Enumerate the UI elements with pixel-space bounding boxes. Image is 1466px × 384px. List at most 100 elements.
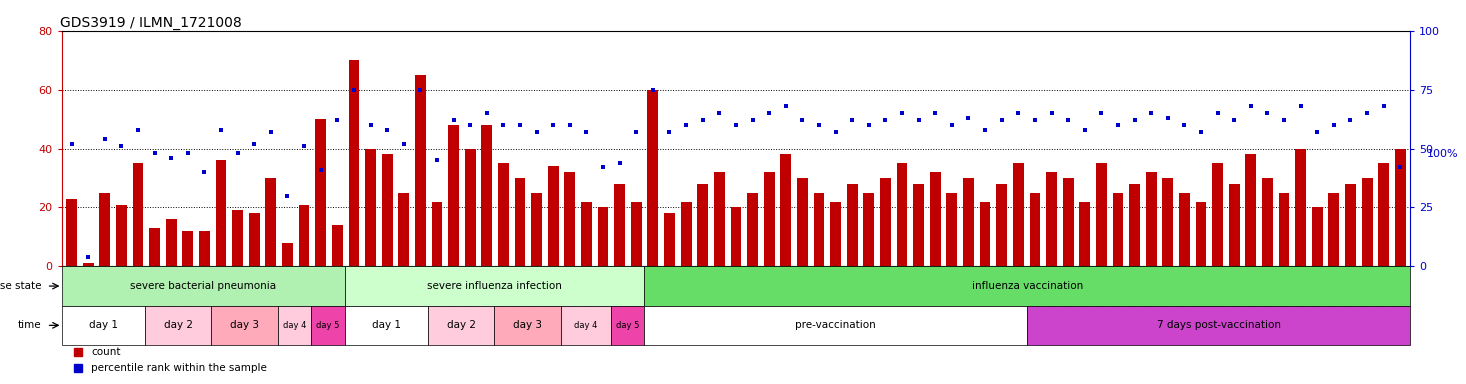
Point bbox=[210, 127, 233, 133]
Point bbox=[525, 129, 548, 135]
Bar bbox=[1079, 202, 1091, 266]
Point bbox=[1289, 103, 1312, 109]
Bar bbox=[611, 306, 645, 345]
Bar bbox=[1063, 178, 1073, 266]
Point bbox=[740, 117, 764, 123]
Bar bbox=[913, 184, 924, 266]
Bar bbox=[1113, 193, 1123, 266]
Bar bbox=[648, 89, 658, 266]
Bar bbox=[548, 166, 559, 266]
Point bbox=[391, 141, 415, 147]
Point bbox=[1207, 110, 1230, 116]
Bar bbox=[281, 243, 293, 266]
Point bbox=[890, 110, 913, 116]
Bar bbox=[399, 193, 409, 266]
Text: day 1: day 1 bbox=[89, 320, 117, 330]
Point bbox=[625, 129, 648, 135]
Point bbox=[441, 117, 465, 123]
Bar bbox=[265, 178, 276, 266]
Bar bbox=[929, 172, 941, 266]
Point bbox=[1157, 115, 1180, 121]
Point bbox=[76, 254, 100, 260]
Bar bbox=[345, 266, 645, 306]
Text: severe influenza infection: severe influenza infection bbox=[427, 281, 561, 291]
Bar bbox=[598, 207, 608, 266]
Point bbox=[840, 117, 863, 123]
Bar bbox=[1146, 172, 1157, 266]
Point bbox=[325, 117, 349, 123]
Bar bbox=[481, 125, 493, 266]
Bar bbox=[1163, 178, 1173, 266]
Bar bbox=[1212, 163, 1223, 266]
Point bbox=[1356, 110, 1380, 116]
Bar bbox=[1396, 149, 1406, 266]
Point bbox=[1073, 127, 1097, 133]
Bar bbox=[494, 306, 561, 345]
Bar bbox=[62, 266, 345, 306]
Bar bbox=[664, 214, 674, 266]
Point bbox=[110, 143, 133, 149]
Text: day 5: day 5 bbox=[616, 321, 639, 330]
Point bbox=[475, 110, 498, 116]
Point bbox=[1388, 164, 1412, 170]
Text: count: count bbox=[91, 347, 120, 357]
Bar bbox=[449, 125, 459, 266]
Point bbox=[1039, 110, 1063, 116]
Point bbox=[824, 129, 847, 135]
Bar bbox=[963, 178, 973, 266]
Point bbox=[92, 136, 116, 142]
Bar bbox=[515, 178, 525, 266]
Point bbox=[226, 150, 249, 156]
Text: 7 days post-vaccination: 7 days post-vaccination bbox=[1157, 320, 1281, 330]
Text: day 4: day 4 bbox=[575, 321, 598, 330]
Point bbox=[1123, 117, 1146, 123]
Point bbox=[1107, 122, 1130, 128]
Point bbox=[60, 141, 84, 147]
Bar bbox=[82, 263, 94, 266]
Bar bbox=[1328, 193, 1340, 266]
Point bbox=[907, 117, 931, 123]
Point bbox=[1089, 110, 1113, 116]
Bar bbox=[311, 306, 345, 345]
Bar bbox=[814, 193, 824, 266]
Bar bbox=[847, 184, 858, 266]
Bar bbox=[365, 149, 375, 266]
Point bbox=[142, 150, 166, 156]
Bar bbox=[100, 193, 110, 266]
Point bbox=[1272, 117, 1296, 123]
Text: day 3: day 3 bbox=[230, 320, 259, 330]
Point bbox=[259, 129, 283, 135]
Bar bbox=[315, 119, 325, 266]
Bar bbox=[1346, 184, 1356, 266]
Bar bbox=[1196, 202, 1207, 266]
Bar bbox=[1229, 184, 1240, 266]
Text: pre-vaccination: pre-vaccination bbox=[796, 320, 877, 330]
Point bbox=[641, 86, 664, 93]
Bar bbox=[132, 163, 144, 266]
Point bbox=[1057, 117, 1080, 123]
Text: disease state: disease state bbox=[0, 281, 41, 291]
Bar bbox=[415, 75, 425, 266]
Bar bbox=[1278, 193, 1290, 266]
Point bbox=[808, 122, 831, 128]
Bar bbox=[1029, 193, 1041, 266]
Bar bbox=[166, 219, 176, 266]
Bar bbox=[249, 214, 259, 266]
Bar bbox=[564, 172, 575, 266]
Point bbox=[874, 117, 897, 123]
Point bbox=[1139, 110, 1163, 116]
Bar bbox=[349, 60, 359, 266]
Point bbox=[1173, 122, 1196, 128]
Point bbox=[1189, 129, 1212, 135]
Bar bbox=[680, 202, 692, 266]
Bar bbox=[498, 163, 509, 266]
Bar bbox=[150, 228, 160, 266]
Bar bbox=[531, 193, 542, 266]
Y-axis label: 100%: 100% bbox=[1428, 149, 1459, 159]
Bar bbox=[798, 178, 808, 266]
Point bbox=[608, 160, 632, 166]
Point bbox=[292, 143, 315, 149]
Point bbox=[309, 167, 333, 173]
Bar bbox=[66, 199, 76, 266]
Bar bbox=[428, 306, 494, 345]
